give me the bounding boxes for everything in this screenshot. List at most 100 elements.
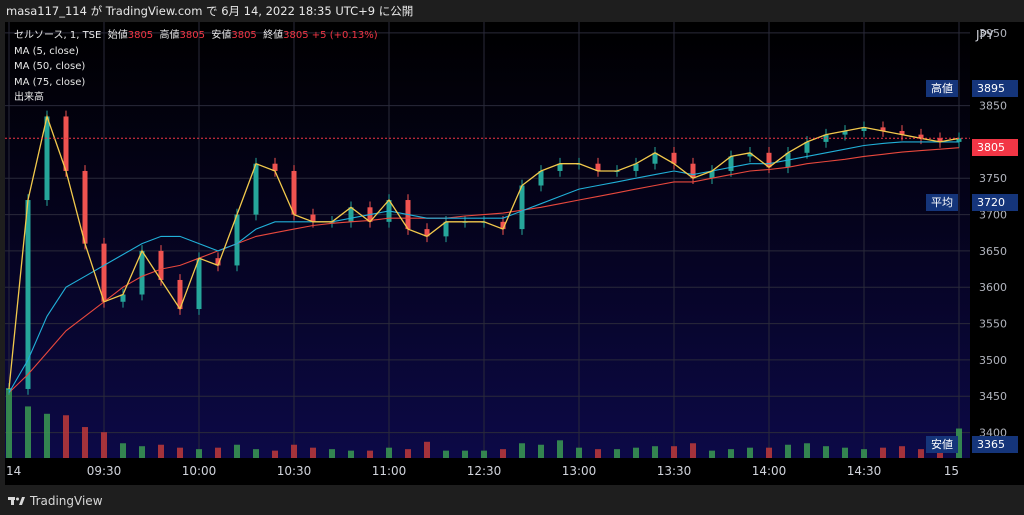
candle-body <box>937 138 943 142</box>
candle-body <box>956 138 962 142</box>
candle-body <box>215 258 221 266</box>
candle-body <box>348 207 354 222</box>
candle-body <box>595 163 601 171</box>
volume-bar <box>804 443 810 458</box>
time-tick-label: 13:00 <box>562 464 597 478</box>
avg-marker-value: 3720 <box>972 194 1018 211</box>
price-tick-label: 3750 <box>979 172 1007 185</box>
time-axis[interactable]: 14 09:30 10:00 10:30 11:00 12:30 13:00 13:30 14:… <box>5 458 970 485</box>
volume-bar <box>348 450 354 458</box>
volume-bar <box>481 450 487 458</box>
time-tick-label: 15 <box>944 464 959 478</box>
volume-bar <box>557 440 563 458</box>
candle-body <box>443 221 449 237</box>
high-label: 高値 <box>159 30 180 41</box>
volume-bar <box>234 444 240 458</box>
high-marker-value: 3895 <box>972 80 1018 97</box>
low-marker-label: 安値 <box>926 436 958 453</box>
chart-pane[interactable] <box>5 22 970 485</box>
volume-bar <box>196 449 202 458</box>
volume-bar <box>424 441 430 458</box>
candle-body <box>44 116 50 201</box>
price-chart[interactable] <box>5 22 970 485</box>
candle-body <box>139 250 145 295</box>
volume-bar <box>842 447 848 458</box>
price-tick-label: 3600 <box>979 281 1007 294</box>
candle-body <box>709 170 715 179</box>
volume-bar <box>25 406 31 458</box>
legend-ma5[interactable]: MA (5, close) <box>14 45 79 57</box>
price-axis[interactable]: JPY 3950 3850 3750 3700 3650 3600 3550 3500 3450 3… <box>970 22 1024 485</box>
price-tick-label: 3500 <box>979 354 1007 367</box>
volume-bar <box>367 450 373 458</box>
volume-bar <box>329 449 335 458</box>
candle-body <box>177 279 183 310</box>
time-tick-label: 14 <box>6 464 21 478</box>
volume-bar <box>500 449 506 458</box>
candle-body <box>291 170 297 215</box>
legend-ma75[interactable]: MA (75, close) <box>14 76 86 88</box>
time-tick-label: 12:30 <box>467 464 502 478</box>
candle-body <box>82 170 88 244</box>
low-label: 安値 <box>211 30 232 41</box>
price-tick-label: 3550 <box>979 318 1007 331</box>
volume-bar <box>101 432 107 458</box>
high-marker-label: 高値 <box>926 80 958 97</box>
candle-body <box>500 221 506 230</box>
close-value: 3805 <box>283 30 309 41</box>
candle-body <box>538 170 544 186</box>
legend: セルソース, 1, TSE 始値3805 高値3805 安値3805 終値380… <box>14 28 378 106</box>
volume-bars <box>6 388 962 458</box>
volume-bar <box>747 447 753 458</box>
volume-bar <box>728 449 734 458</box>
candle-body <box>671 152 677 164</box>
legend-ma50[interactable]: MA (50, close) <box>14 61 86 72</box>
open-value: 3805 <box>127 30 154 41</box>
time-tick-label: 09:30 <box>87 464 122 478</box>
low-value: 3805 <box>231 30 257 41</box>
symbol-label[interactable]: セルソース, 1, TSE <box>14 30 102 41</box>
volume-bar <box>633 447 639 458</box>
candle-body <box>310 214 316 222</box>
volume-bar <box>823 446 829 458</box>
volume-bar <box>310 447 316 458</box>
volume-bar <box>139 446 145 458</box>
candle-body <box>652 152 658 164</box>
candle-body <box>557 163 563 171</box>
volume-bar <box>177 447 183 458</box>
last-price-marker: 3805 <box>972 139 1018 156</box>
candle-body <box>861 127 867 131</box>
price-tick-label: 3950 <box>979 27 1007 40</box>
publish-header: masa117_114 が TradingView.com で 6月 14, 2… <box>0 0 1024 22</box>
legend-volume[interactable]: 出来高 <box>14 92 44 103</box>
candle-body <box>101 243 107 302</box>
candle-body <box>6 388 12 390</box>
time-axis-ticks: 14 09:30 10:00 10:30 11:00 12:30 13:00 13:30 14:… <box>6 464 959 478</box>
volume-bar <box>443 450 449 458</box>
time-tick-label: 14:30 <box>847 464 882 478</box>
candle-body <box>196 258 202 310</box>
publish-info: masa117_114 が TradingView.com で 6月 14, 2… <box>6 4 414 18</box>
candle-body <box>918 134 924 139</box>
price-tick-label: 3450 <box>979 390 1007 403</box>
volume-bar <box>595 449 601 458</box>
open-label: 始値 <box>107 30 128 41</box>
price-tick-label: 3650 <box>979 245 1007 258</box>
low-marker-value: 3365 <box>972 436 1018 453</box>
volume-bar <box>158 444 164 458</box>
close-label: 終値 <box>263 30 284 41</box>
volume-bar <box>899 446 905 458</box>
volume-bar <box>44 413 50 458</box>
price-tick-label: 3850 <box>979 100 1007 113</box>
price-tick-label: 3700 <box>979 209 1007 222</box>
candle-body <box>25 200 31 389</box>
volume-bar <box>6 388 12 458</box>
time-tick-label: 10:30 <box>277 464 312 478</box>
tradingview-brand[interactable]: TradingView <box>8 494 103 508</box>
volume-bar <box>63 415 69 458</box>
candle-body <box>63 116 69 171</box>
volume-bar <box>272 450 278 458</box>
volume-bar <box>576 447 582 458</box>
volume-bar <box>652 446 658 458</box>
candle-body <box>158 250 164 280</box>
